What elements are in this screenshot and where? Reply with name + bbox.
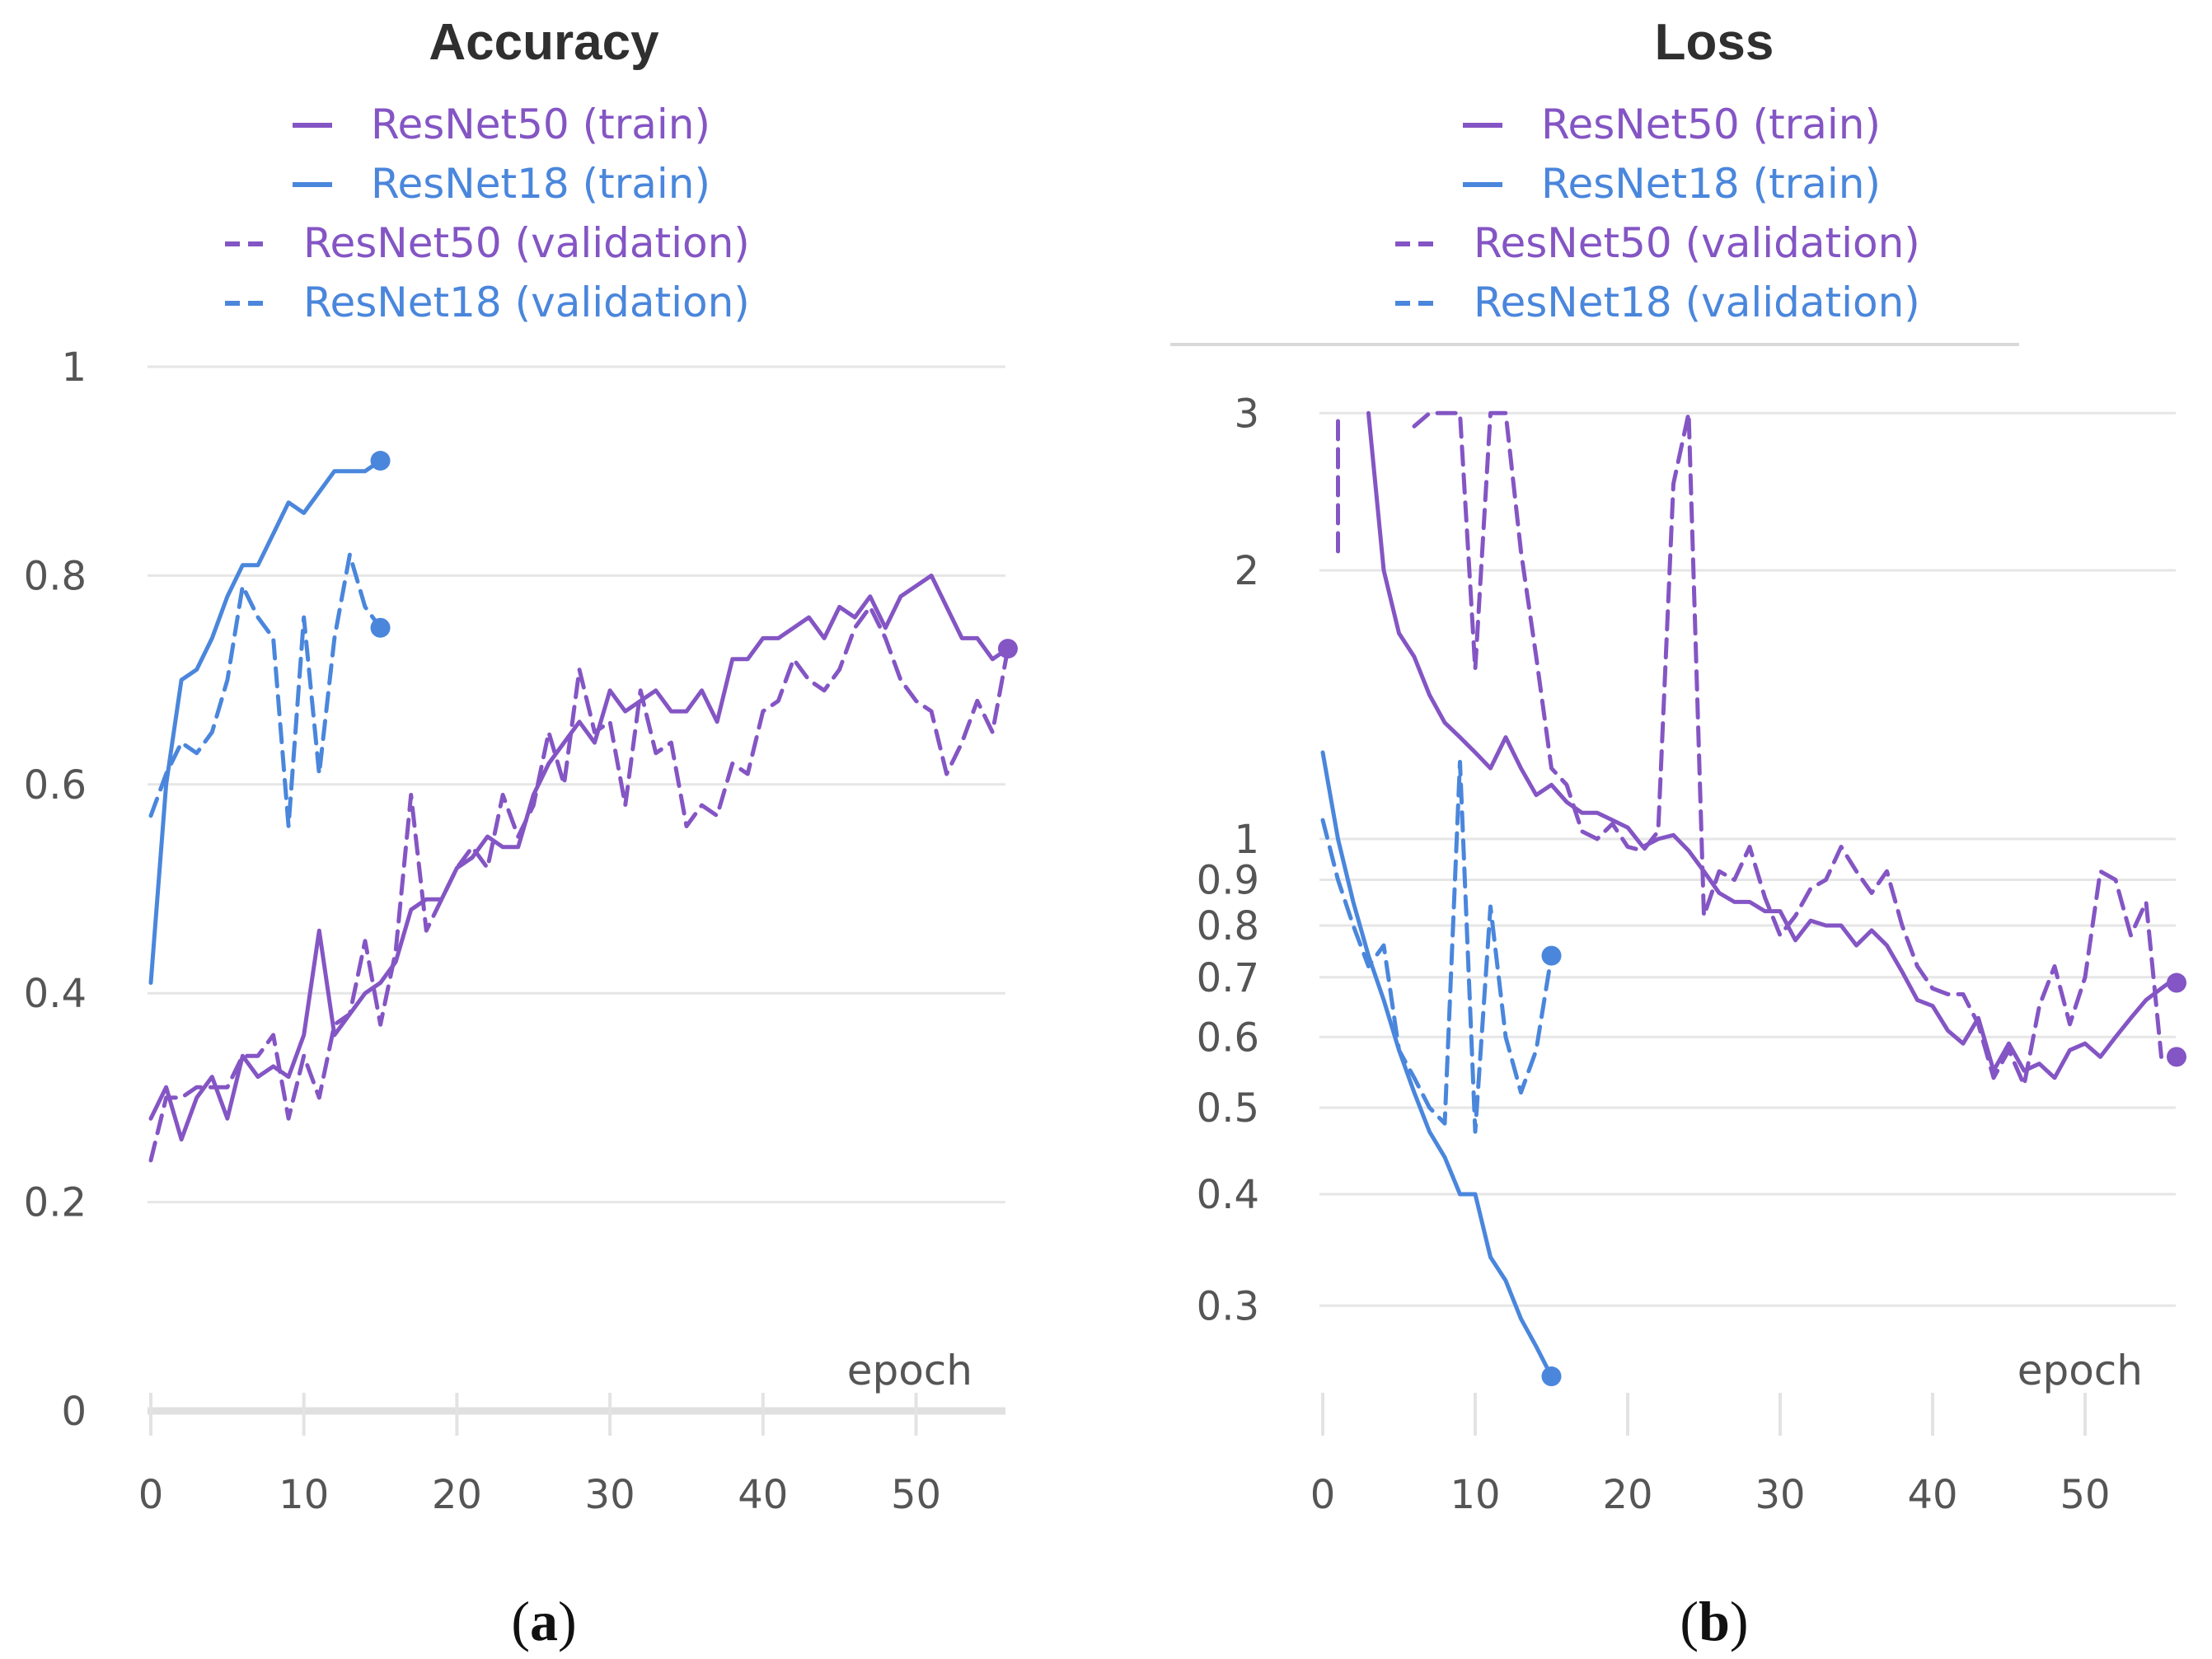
accuracy-title: Accuracy: [429, 14, 659, 71]
accuracy-legend-item: ResNet50 (train): [293, 101, 710, 148]
loss-x-tick-label: 40: [1907, 1472, 1957, 1518]
loss-y-tick-label: 0.4: [1197, 1172, 1259, 1218]
loss-legend-label: ResNet50 (validation): [1474, 219, 1920, 267]
loss-y-tick-label: 0.3: [1197, 1283, 1259, 1329]
loss-legend: ResNet50 (train) ResNet18 (train) ResNet50…: [1395, 101, 1920, 326]
accuracy-y-tick-label: 0.2: [24, 1180, 87, 1226]
loss-series: [1320, 410, 2186, 1387]
accuracy-legend-item: ResNet50 (validation): [225, 219, 750, 267]
accuracy-y-tick-label: 0: [61, 1389, 87, 1435]
accuracy-legend-item: ResNet18 (validation): [225, 279, 750, 326]
loss-x-tick-label: 30: [1755, 1472, 1805, 1518]
accuracy-legend-label: ResNet18 (validation): [303, 279, 750, 326]
loss-y-tick-label: 0.5: [1197, 1085, 1259, 1132]
loss-y-tick-label: 0.8: [1197, 903, 1259, 949]
accuracy-x-tick-label: 0: [138, 1472, 164, 1518]
accuracy-chart: Accuracy ResNet50 (train) ResNet18 (train…: [24, 14, 1018, 1652]
loss-y-tick-label: 1: [1234, 817, 1259, 863]
accuracy-x-tick-label: 10: [279, 1472, 329, 1518]
accuracy-legend-item: ResNet18 (train): [293, 160, 710, 208]
loss-legend-item: ResNet18 (train): [1463, 160, 1881, 208]
caption-a-letter: a: [530, 1590, 558, 1652]
accuracy-series-resnet50-validation: [148, 604, 1010, 1163]
caption-b: (b): [1680, 1590, 1748, 1652]
caption-a: (a): [511, 1590, 576, 1652]
loss-end-marker: [2167, 972, 2186, 993]
loss-end-marker: [2167, 1047, 2186, 1067]
accuracy-x-tick-label: 50: [891, 1472, 941, 1518]
accuracy-x-ticks: 0 10 20 30 40 50: [138, 1472, 941, 1518]
accuracy-series-resnet18-train: [148, 458, 383, 985]
loss-series-resnet50-train: [1366, 410, 2179, 1080]
accuracy-end-marker: [370, 617, 391, 638]
loss-x-label: epoch: [2018, 1347, 2143, 1394]
loss-legend-item: ResNet18 (validation): [1395, 279, 1920, 326]
loss-x-tick-label: 20: [1602, 1472, 1652, 1518]
accuracy-legend-label: ResNet18 (train): [371, 160, 710, 208]
loss-gridlines: [1319, 411, 2176, 1436]
loss-y-ticks: 0.3 0.4 0.5 0.6 0.7 0.80.91 2 3: [1197, 391, 1259, 1329]
caption-b-letter: b: [1699, 1590, 1730, 1652]
loss-legend-label: ResNet18 (validation): [1474, 279, 1920, 326]
loss-title: Loss: [1655, 14, 1774, 71]
loss-end-marker: [1541, 1366, 1562, 1387]
accuracy-series-resnet18-validation: [148, 552, 383, 828]
accuracy-x-label: epoch: [847, 1347, 972, 1394]
accuracy-legend: ResNet50 (train) ResNet18 (train) ResNet50…: [225, 101, 750, 326]
accuracy-y-tick-label: 0.6: [24, 762, 87, 808]
loss-legend-label: ResNet18 (train): [1541, 160, 1881, 208]
loss-y-tick-label: 3: [1234, 391, 1259, 437]
loss-end-marker: [1541, 945, 1562, 966]
accuracy-end-marker: [997, 639, 1018, 659]
loss-x-ticks: 0 10 20 30 40 50: [1310, 1472, 2111, 1518]
loss-legend-item: ResNet50 (validation): [1395, 219, 1920, 267]
loss-legend-label: ResNet50 (train): [1541, 101, 1881, 148]
accuracy-y-tick-label: 0.8: [24, 553, 87, 599]
loss-x-tick-label: 0: [1310, 1472, 1336, 1518]
accuracy-x-tick-label: 40: [738, 1472, 788, 1518]
accuracy-x-tick-label: 30: [585, 1472, 635, 1518]
accuracy-series: [148, 451, 1018, 1163]
loss-series-resnet18-validation: [1320, 760, 1554, 1134]
accuracy-x-tick-label: 20: [432, 1472, 482, 1518]
loss-series-resnet50-validation: [1336, 410, 2163, 1088]
accuracy-end-marker: [370, 451, 391, 471]
accuracy-legend-label: ResNet50 (train): [371, 101, 710, 148]
accuracy-y-ticks: 0 0.2 0.4 0.6 0.8 1: [24, 344, 87, 1435]
loss-series-resnet18-train: [1320, 750, 1554, 1379]
accuracy-legend-label: ResNet50 (validation): [303, 219, 750, 267]
loss-x-tick-label: 10: [1450, 1472, 1500, 1518]
loss-chart: Loss ResNet50 (train)ResNet18 (train)Res…: [1170, 14, 2186, 1652]
accuracy-series-resnet50-train: [148, 573, 1010, 1142]
loss-y-tick-label: 0.9: [1197, 858, 1259, 904]
accuracy-y-tick-label: 0.4: [24, 971, 87, 1017]
loss-y-tick-label: 0.7: [1197, 955, 1259, 1001]
accuracy-y-tick-label: 1: [61, 344, 87, 391]
loss-x-tick-label: 50: [2060, 1472, 2110, 1518]
loss-y-tick-label: 2: [1234, 548, 1259, 594]
loss-y-tick-label: 0.6: [1197, 1015, 1259, 1061]
loss-legend-item: ResNet50 (train): [1463, 101, 1881, 148]
